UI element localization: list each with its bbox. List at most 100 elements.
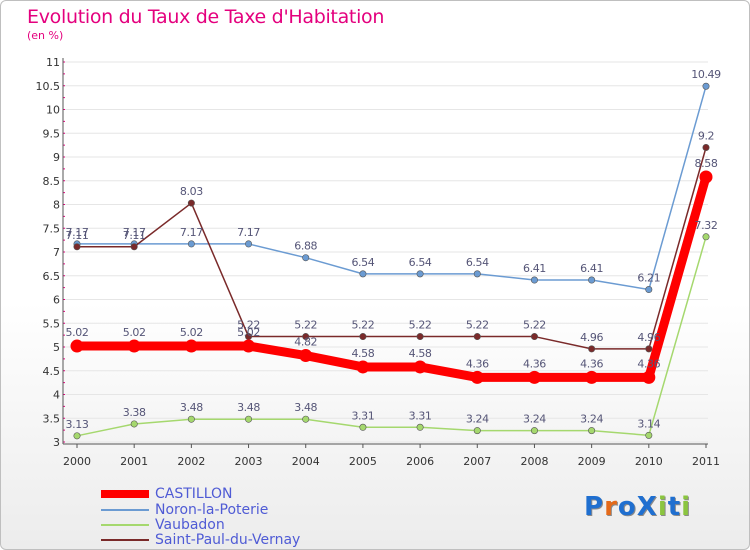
y-tick-label: 3.5 xyxy=(43,412,61,425)
data-label: 6.41 xyxy=(523,262,546,275)
series-vaubadon xyxy=(73,233,710,440)
x-tick-label: 2011 xyxy=(692,455,720,468)
data-point xyxy=(416,270,424,278)
data-label: 4.58 xyxy=(351,347,374,360)
legend-swatch xyxy=(101,490,149,498)
legend-label: Vaubadon xyxy=(155,517,225,533)
legend-swatch xyxy=(101,539,149,541)
y-tick-label: 5 xyxy=(53,341,60,354)
legend-label: Noron-la-Poterie xyxy=(155,502,269,518)
data-label: 7.32 xyxy=(695,219,718,232)
data-label: 3.31 xyxy=(351,409,374,422)
x-tick-label: 2005 xyxy=(349,455,377,468)
x-tick-label: 2010 xyxy=(635,455,663,468)
data-point xyxy=(645,286,653,294)
data-label: 3.24 xyxy=(523,413,546,426)
data-point xyxy=(645,345,653,353)
data-label: 7.17 xyxy=(123,226,146,239)
y-tick-label: 4 xyxy=(53,389,60,402)
data-point xyxy=(187,240,195,248)
logo-letter: r xyxy=(604,492,618,522)
data-label: 3.31 xyxy=(409,409,432,422)
data-label: 5.22 xyxy=(237,319,260,332)
logo-letter: P xyxy=(584,492,605,522)
y-tick-label: 6.5 xyxy=(43,270,61,283)
data-point xyxy=(302,415,310,423)
data-point xyxy=(530,427,538,435)
legend-item-saint-paul-du-vernay: Saint-Paul-du-Vernay xyxy=(101,532,300,548)
data-label: 3.14 xyxy=(637,417,660,430)
series-castillon xyxy=(70,170,713,384)
data-label: 10.49 xyxy=(691,68,721,81)
data-point xyxy=(359,423,367,431)
x-tick-label: 2001 xyxy=(120,455,148,468)
data-point xyxy=(73,432,81,440)
data-label: 5.02 xyxy=(180,326,203,339)
data-label: 6.88 xyxy=(294,240,317,253)
data-point xyxy=(356,360,370,374)
data-label: 9.2 xyxy=(698,130,714,143)
data-label: 7.11 xyxy=(123,229,146,242)
logo-letter: i xyxy=(681,492,692,522)
data-point xyxy=(70,339,84,353)
y-tick-label: 11 xyxy=(46,56,60,69)
data-point xyxy=(473,333,481,341)
data-point xyxy=(416,333,424,341)
data-point xyxy=(416,423,424,431)
data-label: 6.21 xyxy=(637,272,660,285)
data-point xyxy=(473,427,481,435)
data-point xyxy=(187,199,195,207)
y-tick-label: 7 xyxy=(53,246,60,259)
x-tick-label: 2009 xyxy=(578,455,606,468)
data-label: 6.54 xyxy=(409,256,432,269)
y-tick-label: 8.5 xyxy=(43,175,61,188)
y-tick-label: 9 xyxy=(53,151,60,164)
data-point xyxy=(642,370,656,384)
logo-letter: o xyxy=(617,492,637,522)
data-label: 6.41 xyxy=(580,262,603,275)
data-label: 3.38 xyxy=(123,406,146,419)
data-point xyxy=(645,431,653,439)
data-point xyxy=(187,415,195,423)
data-point xyxy=(130,243,138,251)
data-label: 5.22 xyxy=(351,319,374,332)
data-point xyxy=(530,333,538,341)
data-label: 3.13 xyxy=(66,418,89,431)
series-line xyxy=(76,146,707,350)
y-tick-label: 5.5 xyxy=(43,317,61,330)
data-label: 4.36 xyxy=(637,357,660,370)
data-point xyxy=(588,276,596,284)
data-label: 3.24 xyxy=(466,413,489,426)
data-label: 5.22 xyxy=(466,319,489,332)
data-point xyxy=(302,333,310,341)
data-point xyxy=(302,254,310,262)
data-point xyxy=(530,276,538,284)
series-line xyxy=(76,85,707,291)
data-point xyxy=(527,370,541,384)
data-point xyxy=(702,144,710,152)
data-label: 6.54 xyxy=(351,256,374,269)
data-point xyxy=(184,339,198,353)
data-label: 5.02 xyxy=(66,326,89,339)
y-tick-label: 9.5 xyxy=(43,127,61,140)
data-label: 5.22 xyxy=(523,319,546,332)
y-tick-label: 3 xyxy=(53,436,60,449)
x-tick-label: 2007 xyxy=(463,455,491,468)
data-point xyxy=(127,339,141,353)
data-point xyxy=(359,270,367,278)
y-tick-label: 10 xyxy=(46,104,60,117)
series-line xyxy=(72,172,711,382)
data-point xyxy=(702,233,710,241)
data-label: 4.82 xyxy=(294,336,317,349)
data-label: 3.24 xyxy=(580,413,603,426)
data-point xyxy=(413,360,427,374)
unit-label: (en %) xyxy=(27,29,64,42)
data-point xyxy=(359,333,367,341)
data-label: 3.48 xyxy=(180,401,203,414)
data-point xyxy=(585,370,599,384)
data-label: 4.36 xyxy=(580,357,603,370)
data-label: 5.02 xyxy=(123,326,146,339)
series-saint-paul-du-vernay xyxy=(73,144,710,353)
data-label: 5.22 xyxy=(409,319,432,332)
